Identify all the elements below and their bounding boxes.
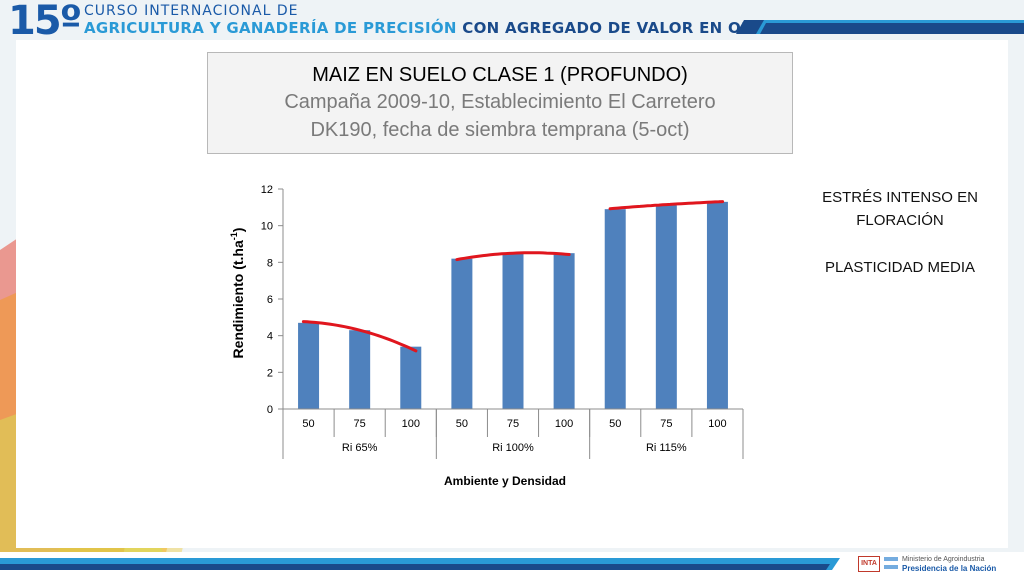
bar — [400, 346, 422, 409]
x-category-label: 100 — [555, 418, 573, 430]
chart-title: MAIZ EN SUELO CLASE 1 (PROFUNDO) — [312, 64, 688, 86]
y-tick-label: 2 — [267, 367, 273, 379]
y-tick-label: 4 — [267, 331, 273, 343]
x-category-label: 75 — [354, 418, 366, 430]
x-category-label: 75 — [507, 418, 519, 430]
y-tick-label: 12 — [261, 184, 273, 196]
y-axis-label-sup: -1 — [229, 232, 239, 240]
title-box: MAIZ EN SUELO CLASE 1 (PROFUNDO) Campaña… — [207, 52, 793, 154]
y-tick-label: 0 — [267, 404, 273, 416]
header-line2-part1: AGRICULTURA Y GANADERÍA DE PRECISIÓN — [84, 19, 457, 37]
notes-panel: ESTRÉS INTENSO EN FLORACIÓN PLASTICIDAD … — [800, 186, 1000, 279]
inta-logo: INTA — [858, 556, 880, 572]
header-line2-part2: CON AGREGADO DE VALOR EN ORIGEN — [462, 19, 795, 37]
bar — [502, 253, 524, 409]
bars — [298, 201, 728, 409]
y-axis-label-end: ) — [230, 228, 246, 233]
bar — [553, 253, 575, 409]
y-axis-label-main: Rendimiento (t.ha — [230, 240, 246, 358]
footer-stripes — [0, 552, 1024, 576]
note-plasticity: PLASTICIDAD MEDIA — [824, 259, 976, 276]
header-stripe — [736, 20, 1024, 34]
note-stress-line1: ESTRÉS INTENSO EN — [822, 189, 978, 206]
x-axis-label: Ambiente y Densidad — [444, 474, 566, 488]
course-number: 15º — [8, 0, 82, 44]
x-category-label: 50 — [609, 418, 621, 430]
note-stress-line2: FLORACIÓN — [856, 212, 944, 229]
bar — [655, 205, 677, 409]
bar — [349, 330, 371, 409]
bar — [298, 322, 320, 409]
trend-line — [455, 251, 571, 262]
header-banner: 15º CURSO INTERNACIONAL DE AGRICULTURA Y… — [0, 0, 1024, 44]
y-axis-label: Rendimiento (t.ha-1) — [229, 228, 246, 359]
ministry-line2: Presidencia de la Nación — [902, 564, 997, 573]
group-label: Ri 115% — [646, 442, 687, 454]
trend-line — [301, 320, 418, 353]
y-tick-label: 6 — [267, 294, 273, 306]
group-label: Ri 65% — [342, 442, 378, 454]
bar — [451, 258, 473, 409]
x-category-label: 75 — [660, 418, 672, 430]
yield-chart: 0 2 4 6 8 10 12 50 75 100 Ri 65% 50 75 100 Ri 100% 50 7… — [229, 184, 744, 488]
x-category-label: 100 — [402, 418, 420, 430]
chart-container: 0 2 4 6 8 10 12 50 75 100 Ri 65% 50 75 100 Ri 100% 50 7… — [211, 163, 791, 498]
bar — [706, 201, 728, 409]
group-label: Ri 100% — [492, 442, 534, 454]
chart-subtitle-1: Campaña 2009-10, Establecimiento El Carr… — [284, 91, 716, 113]
x-category-label: 50 — [302, 418, 314, 430]
chart-subtitle-2: DK190, fecha de siembra temprana (5-oct) — [310, 119, 690, 141]
bar — [604, 209, 626, 409]
footer-bar: INTA Ministerio de Agroindustria Preside… — [0, 552, 1024, 576]
ministry-line1: Ministerio de Agroindustria — [902, 556, 985, 563]
y-tick-label: 8 — [267, 257, 273, 269]
trend-line — [608, 200, 725, 211]
header-line2: AGRICULTURA Y GANADERÍA DE PRECISIÓN CON… — [84, 19, 795, 37]
y-axis: 0 2 4 6 8 10 12 — [261, 184, 284, 416]
ministry-label: Ministerio de Agroindustria Presidencia … — [902, 555, 996, 573]
header-line1: CURSO INTERNACIONAL DE — [84, 3, 299, 19]
x-category-label: 50 — [456, 418, 468, 430]
trend-lines — [301, 200, 725, 353]
x-category-label: 100 — [708, 418, 726, 430]
argentina-flag-icon — [884, 557, 898, 569]
y-tick-label: 10 — [261, 221, 273, 233]
x-axis: 50 75 100 Ri 65% 50 75 100 Ri 100% 50 75 100 Ri 115… — [282, 408, 744, 459]
